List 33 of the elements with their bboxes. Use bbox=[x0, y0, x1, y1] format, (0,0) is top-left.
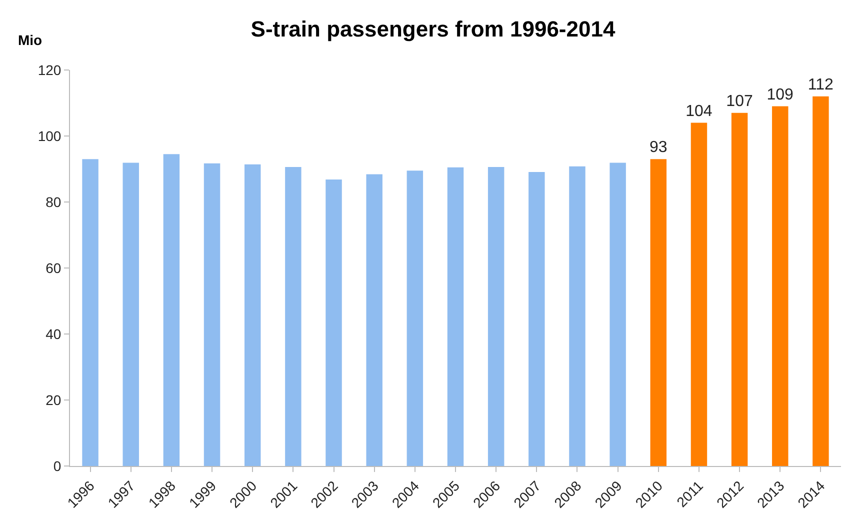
y-tick-label: 0 bbox=[53, 458, 62, 474]
y-tick-label: 120 bbox=[38, 62, 62, 78]
bar bbox=[122, 162, 139, 466]
bar bbox=[406, 170, 424, 466]
bar bbox=[82, 159, 98, 466]
y-tick-label: 80 bbox=[46, 194, 62, 210]
data-label: 109 bbox=[766, 86, 794, 104]
bar bbox=[488, 167, 504, 466]
y-tick-label: 60 bbox=[46, 260, 62, 276]
y-tick-label: 40 bbox=[46, 326, 62, 342]
chart-title: S-train passengers from 1996-2014 bbox=[250, 16, 616, 42]
data-label: 104 bbox=[686, 102, 712, 120]
bar bbox=[366, 174, 382, 466]
bar bbox=[244, 164, 261, 466]
data-label: 112 bbox=[808, 76, 834, 94]
bar bbox=[731, 112, 748, 466]
y-axis-title: Mio bbox=[18, 32, 42, 48]
bar bbox=[163, 154, 180, 466]
bar bbox=[812, 96, 829, 466]
data-label: 107 bbox=[726, 92, 753, 110]
bar bbox=[204, 163, 220, 466]
bar bbox=[569, 166, 586, 466]
bar bbox=[772, 106, 788, 466]
bar bbox=[528, 172, 545, 466]
bar bbox=[690, 122, 708, 466]
bar bbox=[610, 162, 626, 466]
bar bbox=[447, 167, 464, 466]
y-tick-label: 100 bbox=[38, 128, 62, 144]
data-label: 93 bbox=[649, 139, 668, 156]
bar bbox=[285, 167, 302, 466]
bar bbox=[650, 159, 667, 466]
y-tick-label: 20 bbox=[46, 392, 62, 408]
bar bbox=[326, 180, 342, 466]
